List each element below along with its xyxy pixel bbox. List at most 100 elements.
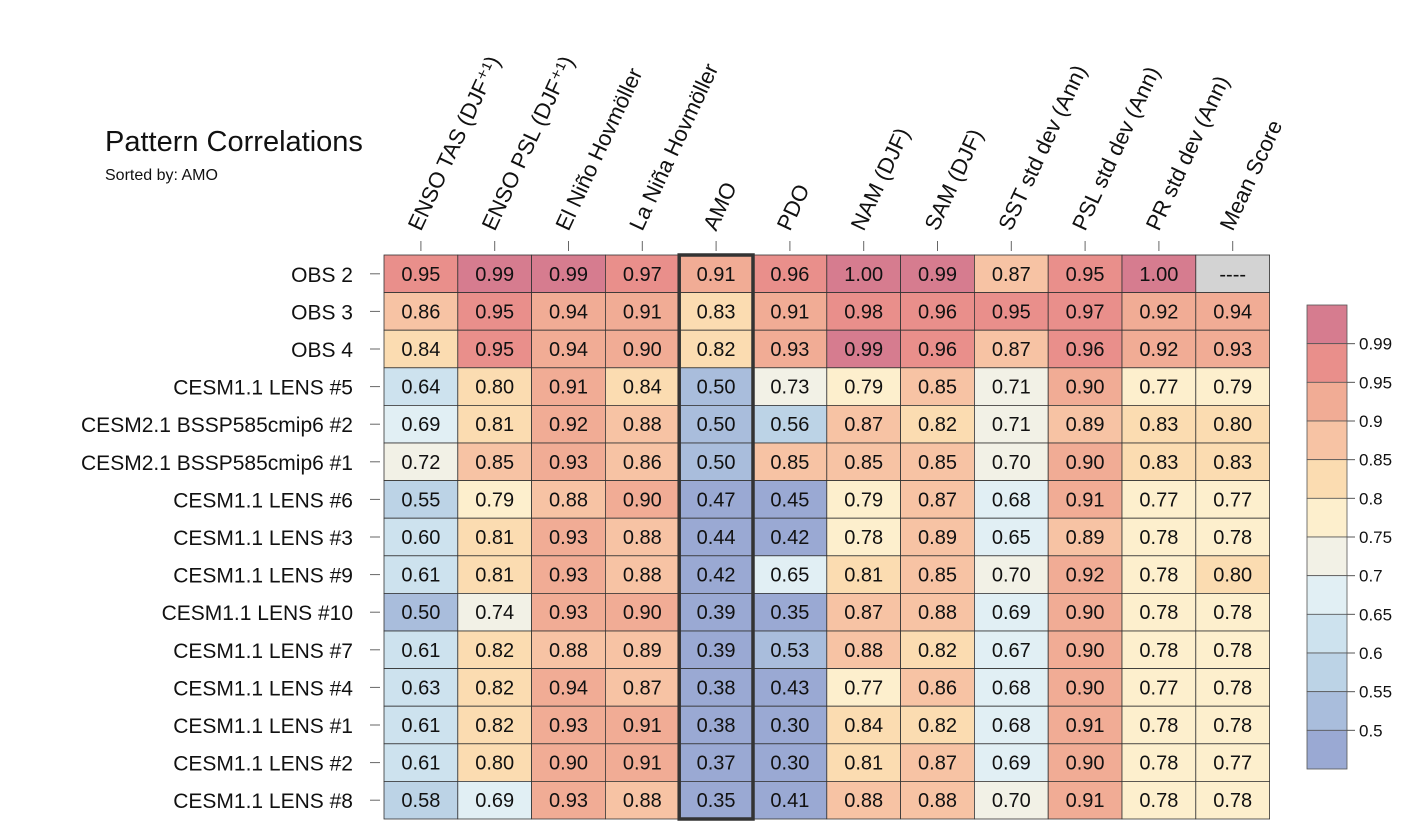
heatmap-cell bbox=[457, 292, 532, 331]
heatmap-cell bbox=[457, 517, 532, 557]
heatmap-cell bbox=[383, 555, 459, 594]
heatmap-cell bbox=[531, 480, 606, 519]
cell-value-label: 0.70 bbox=[992, 452, 1031, 474]
heatmap-cell bbox=[900, 292, 975, 331]
cell-value-label: 0.65 bbox=[770, 565, 809, 587]
cell-value-label: 0.80 bbox=[1213, 565, 1252, 587]
cell-value-label: 0.88 bbox=[918, 790, 957, 812]
heatmap-cell bbox=[383, 329, 459, 369]
heatmap-cell bbox=[1047, 329, 1123, 369]
cell-value-label: 0.87 bbox=[918, 489, 957, 511]
heatmap-cell bbox=[383, 254, 459, 293]
page-subtitle: Sorted by: AMO bbox=[105, 167, 218, 184]
cell-value-label: 0.86 bbox=[623, 452, 662, 474]
cell-value-label: 0.83 bbox=[697, 301, 736, 323]
cell-value-label: 0.68 bbox=[992, 489, 1031, 511]
cell-value-label: 0.83 bbox=[1139, 414, 1178, 436]
cell-value-label: 0.78 bbox=[1139, 715, 1178, 737]
heatmap-cell bbox=[826, 630, 901, 669]
heatmap-cell bbox=[531, 404, 606, 444]
cell-value-label: 0.82 bbox=[475, 640, 514, 662]
heatmap-cell bbox=[605, 329, 680, 369]
heatmap-cell bbox=[605, 555, 680, 594]
cell-value-label: 0.81 bbox=[475, 565, 514, 587]
heatmap-cell bbox=[457, 555, 532, 594]
cell-value-label: 0.93 bbox=[549, 565, 588, 587]
row-label: OBS 3 bbox=[291, 301, 353, 324]
cell-value-label: 0.91 bbox=[623, 715, 662, 737]
cell-value-label: 0.94 bbox=[1213, 301, 1252, 323]
row-label: CESM1.1 LENS #10 bbox=[162, 602, 353, 625]
heatmap-cell bbox=[678, 442, 754, 481]
cell-value-label: 0.89 bbox=[918, 527, 957, 549]
heatmap-cell bbox=[1121, 705, 1197, 745]
cell-value-label: 0.30 bbox=[770, 753, 809, 775]
cell-value-label: 0.93 bbox=[549, 715, 588, 737]
heatmap-cell bbox=[531, 329, 606, 369]
heatmap-cell bbox=[605, 781, 680, 820]
cell-value-label: 0.88 bbox=[844, 790, 883, 812]
cell-value-label: 0.90 bbox=[549, 753, 588, 775]
row-label: CESM1.1 LENS #3 bbox=[173, 527, 353, 550]
heatmap-cell bbox=[974, 743, 1049, 782]
cell-value-label: 0.64 bbox=[401, 377, 440, 399]
heatmap-cell bbox=[605, 442, 680, 481]
heatmap-cell bbox=[1121, 329, 1197, 369]
heatmap-cell bbox=[1195, 555, 1271, 594]
colorbar-swatch bbox=[1306, 420, 1348, 461]
cell-value-label: 0.58 bbox=[401, 790, 440, 812]
cell-value-label: 0.38 bbox=[697, 715, 736, 737]
cell-value-label: 0.87 bbox=[992, 339, 1031, 361]
heatmap-cell bbox=[383, 442, 459, 481]
heatmap-cell bbox=[974, 781, 1049, 820]
cell-value-label: 0.80 bbox=[1213, 414, 1252, 436]
cell-value-label: 0.65 bbox=[992, 527, 1031, 549]
heatmap-cell bbox=[900, 329, 975, 369]
heatmap-cell bbox=[900, 555, 975, 594]
heatmap-cell bbox=[1047, 593, 1123, 632]
cell-value-label: 0.85 bbox=[918, 452, 957, 474]
cell-value-label: 0.83 bbox=[1139, 452, 1178, 474]
cell-value-label: 0.61 bbox=[401, 753, 440, 775]
cell-value-label: 0.78 bbox=[1213, 790, 1252, 812]
cell-value-label: 0.91 bbox=[623, 753, 662, 775]
cell-value-label: 0.92 bbox=[1139, 301, 1178, 323]
cell-value-label: 0.68 bbox=[992, 677, 1031, 699]
cell-value-label: 0.78 bbox=[1213, 677, 1252, 699]
cell-value-label: 0.95 bbox=[1066, 264, 1105, 286]
heatmap-cell bbox=[900, 404, 975, 444]
cell-value-label: 0.82 bbox=[918, 640, 957, 662]
heatmap-cell bbox=[531, 517, 606, 557]
heatmap-cell bbox=[900, 593, 975, 632]
cell-value-label: 0.91 bbox=[1066, 489, 1105, 511]
cell-value-label: 0.87 bbox=[844, 414, 883, 436]
cell-value-label: 0.99 bbox=[475, 264, 514, 286]
cell-value-label: 0.41 bbox=[770, 790, 809, 812]
cell-value-label: 0.78 bbox=[1139, 753, 1178, 775]
heatmap-cell bbox=[1195, 517, 1271, 557]
heatmap-cell bbox=[1195, 254, 1271, 293]
heatmap-cell bbox=[383, 480, 459, 519]
row-label: CESM1.1 LENS #7 bbox=[173, 640, 353, 663]
heatmap-cell bbox=[1195, 480, 1271, 519]
colorbar-tick-label: 0.75 bbox=[1359, 528, 1392, 547]
cell-value-label: 0.80 bbox=[475, 753, 514, 775]
colorbar-swatch bbox=[1306, 381, 1348, 422]
heatmap-cell bbox=[1121, 555, 1197, 594]
cell-value-label: 0.82 bbox=[475, 715, 514, 737]
heatmap-cell bbox=[605, 668, 680, 707]
heatmap-cell bbox=[383, 630, 459, 669]
cell-value-label: 0.85 bbox=[770, 452, 809, 474]
heatmap-cell bbox=[531, 781, 606, 820]
heatmap-cell bbox=[974, 593, 1049, 632]
heatmap-cell bbox=[678, 555, 754, 594]
cell-value-label: 0.78 bbox=[1139, 565, 1178, 587]
cell-value-label: 0.90 bbox=[1066, 452, 1105, 474]
heatmap-cell bbox=[900, 480, 975, 519]
colorbar-swatch bbox=[1306, 459, 1348, 499]
heatmap-cell bbox=[1121, 404, 1197, 444]
heatmap-cell bbox=[1121, 630, 1197, 669]
cell-value-label: 0.39 bbox=[697, 602, 736, 624]
cell-value-label: 0.98 bbox=[844, 301, 883, 323]
cell-value-label: 0.60 bbox=[401, 527, 440, 549]
